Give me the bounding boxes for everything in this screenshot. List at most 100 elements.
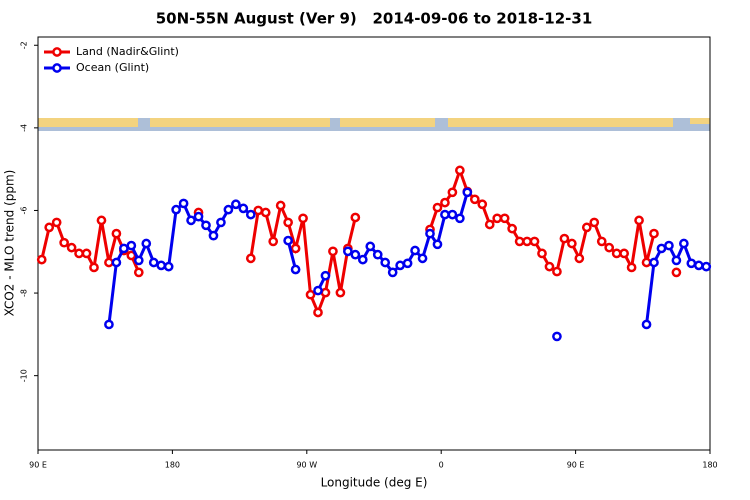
data-point [74, 248, 84, 259]
data-point [679, 238, 689, 249]
y-tick-label: -8 [20, 289, 29, 297]
data-point [425, 228, 435, 239]
data-point [133, 255, 144, 266]
data-point [402, 258, 413, 269]
x-tick-label: 0 [439, 461, 444, 470]
legend-marker [52, 47, 62, 57]
data-point [245, 209, 256, 220]
data-point [111, 257, 122, 268]
series-line [107, 191, 707, 325]
data-point [589, 217, 600, 228]
data-point [305, 289, 316, 300]
data-point [238, 203, 249, 214]
data-point [186, 215, 196, 226]
data-point [507, 223, 517, 234]
data-point [581, 222, 592, 233]
data-point [417, 253, 428, 264]
data-point [328, 246, 338, 257]
data-point [290, 243, 301, 254]
data-point [51, 217, 62, 228]
data-point [693, 260, 704, 271]
x-tick-label: 90 E [567, 461, 585, 470]
chart-title: 50N-55N August (Ver 9) 2014-09-06 to 201… [156, 10, 593, 28]
legend-marker [52, 63, 62, 73]
data-point [686, 258, 697, 269]
data-point [596, 236, 607, 247]
data-point [522, 236, 532, 247]
data-point [163, 261, 174, 272]
data-point [492, 213, 503, 224]
data-point [111, 228, 122, 239]
data-point [357, 254, 368, 265]
data-point [462, 187, 473, 198]
data-point [320, 287, 331, 298]
y-axis-label: XCO2 - MLO trend (ppm) [3, 170, 17, 317]
data-point [171, 204, 181, 215]
data-point [455, 213, 465, 224]
data-point [537, 248, 547, 259]
data-point [96, 215, 107, 226]
data-point [387, 267, 398, 278]
data-point [619, 248, 629, 259]
data-point [552, 331, 562, 342]
series-line [42, 170, 677, 312]
y-tick-label: -6 [20, 206, 29, 214]
data-point [260, 207, 271, 218]
y-tick-label: -4 [20, 124, 29, 132]
data-point [567, 238, 577, 249]
data-point [499, 213, 510, 224]
data-point [604, 242, 615, 253]
data-point [514, 236, 525, 247]
data-point [231, 199, 241, 210]
data-point [89, 262, 99, 273]
data-point [649, 257, 659, 268]
map-strip [38, 118, 710, 131]
data-point [447, 187, 458, 198]
data-point [283, 235, 293, 246]
data-point [290, 264, 301, 275]
y-tick-label: -2 [20, 41, 29, 49]
data-point [298, 213, 308, 224]
data-point [611, 248, 622, 259]
data-point [216, 217, 226, 228]
data-point [664, 240, 674, 251]
data-point [372, 249, 383, 260]
data-point [634, 215, 644, 226]
data-point [201, 220, 211, 231]
data-point [701, 261, 712, 272]
data-point [208, 230, 219, 241]
plot-frame [37, 36, 711, 451]
data-point [626, 262, 637, 273]
data-point [649, 228, 659, 239]
data-point [335, 287, 346, 298]
y-tick-label: -10 [20, 369, 29, 382]
x-tick-label: 90 E [29, 461, 47, 470]
legend-label: Land (Nadir&Glint) [76, 45, 179, 58]
data-point [283, 217, 293, 228]
data-point [104, 257, 114, 268]
data-point [268, 236, 279, 247]
data-point [275, 200, 286, 211]
data-point [380, 257, 391, 268]
data-point [440, 209, 450, 220]
data-point [44, 222, 55, 233]
data-point [313, 307, 323, 318]
data-point [253, 205, 264, 216]
data-point [559, 233, 570, 244]
data-point [36, 254, 47, 265]
data-point [455, 165, 465, 176]
data-point [350, 249, 361, 260]
data-point [574, 253, 585, 264]
data-point [484, 219, 495, 230]
data-point [59, 237, 69, 248]
data-point [81, 248, 92, 259]
x-tick-label: 90 W [296, 461, 317, 470]
data-point [529, 236, 540, 247]
data-point [365, 241, 376, 252]
data-point [350, 212, 361, 223]
data-point [141, 238, 152, 249]
data-point [223, 204, 234, 215]
data-point [671, 255, 682, 266]
data-point [178, 198, 189, 209]
